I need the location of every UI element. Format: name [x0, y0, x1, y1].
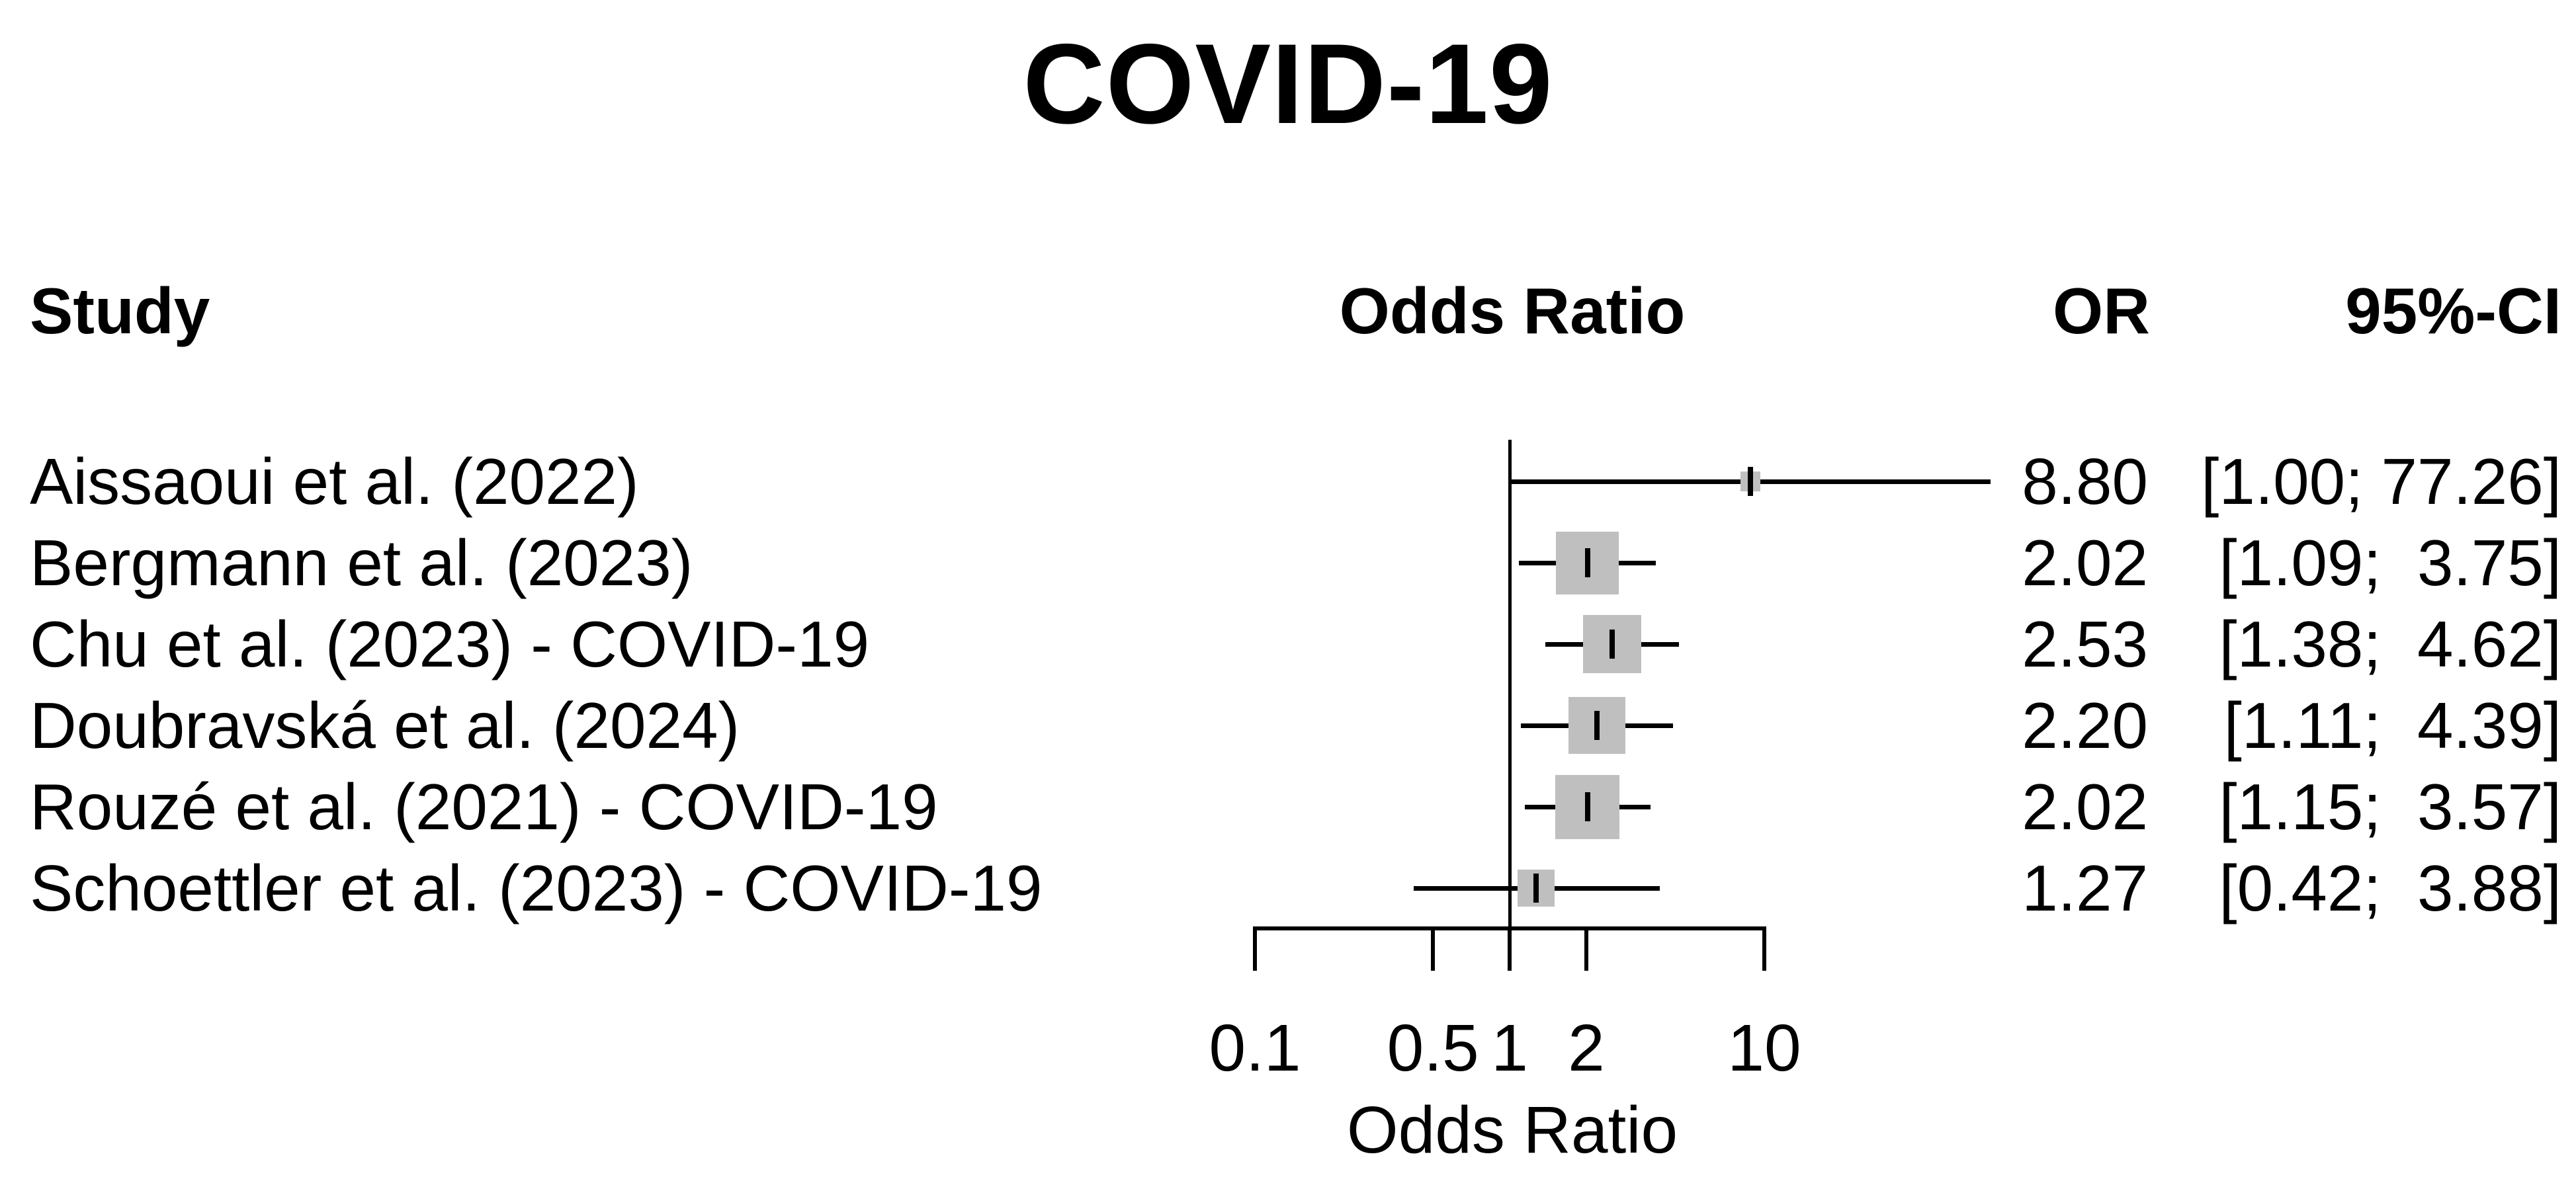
or-value: 1.27: [2022, 851, 2148, 924]
point-marker: [1533, 874, 1539, 903]
study-column-header: Study: [30, 274, 210, 347]
axis-label: Odds Ratio: [1346, 1093, 1678, 1167]
ci-value: [1.00; 77.26]: [2201, 444, 2561, 518]
ci-value: [1.38; 4.62]: [2219, 607, 2561, 680]
or-value: 2.02: [2022, 526, 2148, 599]
ci-column-header: 95%-CI: [2345, 274, 2561, 347]
or-column-header: OR: [2053, 274, 2150, 347]
reference-line: [1508, 440, 1512, 971]
tick-label: 0.1: [1209, 1011, 1301, 1085]
study-label: Doubravská et al. (2024): [30, 688, 740, 762]
tick-label: 10: [1727, 1011, 1801, 1085]
point-marker: [1747, 467, 1753, 496]
ci-value: [1.11; 4.39]: [2223, 688, 2561, 762]
axis-tick: [1584, 926, 1588, 971]
chart-title: COVID-19: [1023, 20, 1553, 147]
or-value: 2.53: [2022, 607, 2148, 680]
study-label: Aissaoui et al. (2022): [30, 444, 639, 518]
study-label: Chu et al. (2023) - COVID-19: [30, 607, 870, 680]
axis-tick: [1762, 926, 1766, 971]
or-value: 2.20: [2022, 688, 2148, 762]
tick-label: 0.5: [1387, 1011, 1479, 1085]
tick-label: 1: [1491, 1011, 1528, 1085]
ci-value: [1.15; 3.57]: [2219, 770, 2561, 843]
point-marker: [1610, 630, 1615, 659]
ci-value: [0.42; 3.88]: [2219, 851, 2561, 924]
study-label: Rouzé et al. (2021) - COVID-19: [30, 770, 938, 843]
point-marker: [1584, 792, 1590, 821]
or-value: 8.80: [2022, 444, 2148, 518]
plot-column-header: Odds Ratio: [1339, 274, 1686, 347]
point-marker: [1584, 548, 1590, 577]
point-marker: [1594, 711, 1600, 740]
or-value: 2.02: [2022, 770, 2148, 843]
ci-value: [1.09; 3.75]: [2219, 526, 2561, 599]
axis-tick: [1253, 926, 1257, 971]
study-label: Bergmann et al. (2023): [30, 526, 693, 599]
study-label: Schoettler et al. (2023) - COVID-19: [30, 851, 1043, 924]
axis-tick: [1508, 926, 1512, 971]
axis-tick: [1431, 926, 1436, 971]
tick-label: 2: [1568, 1011, 1605, 1085]
